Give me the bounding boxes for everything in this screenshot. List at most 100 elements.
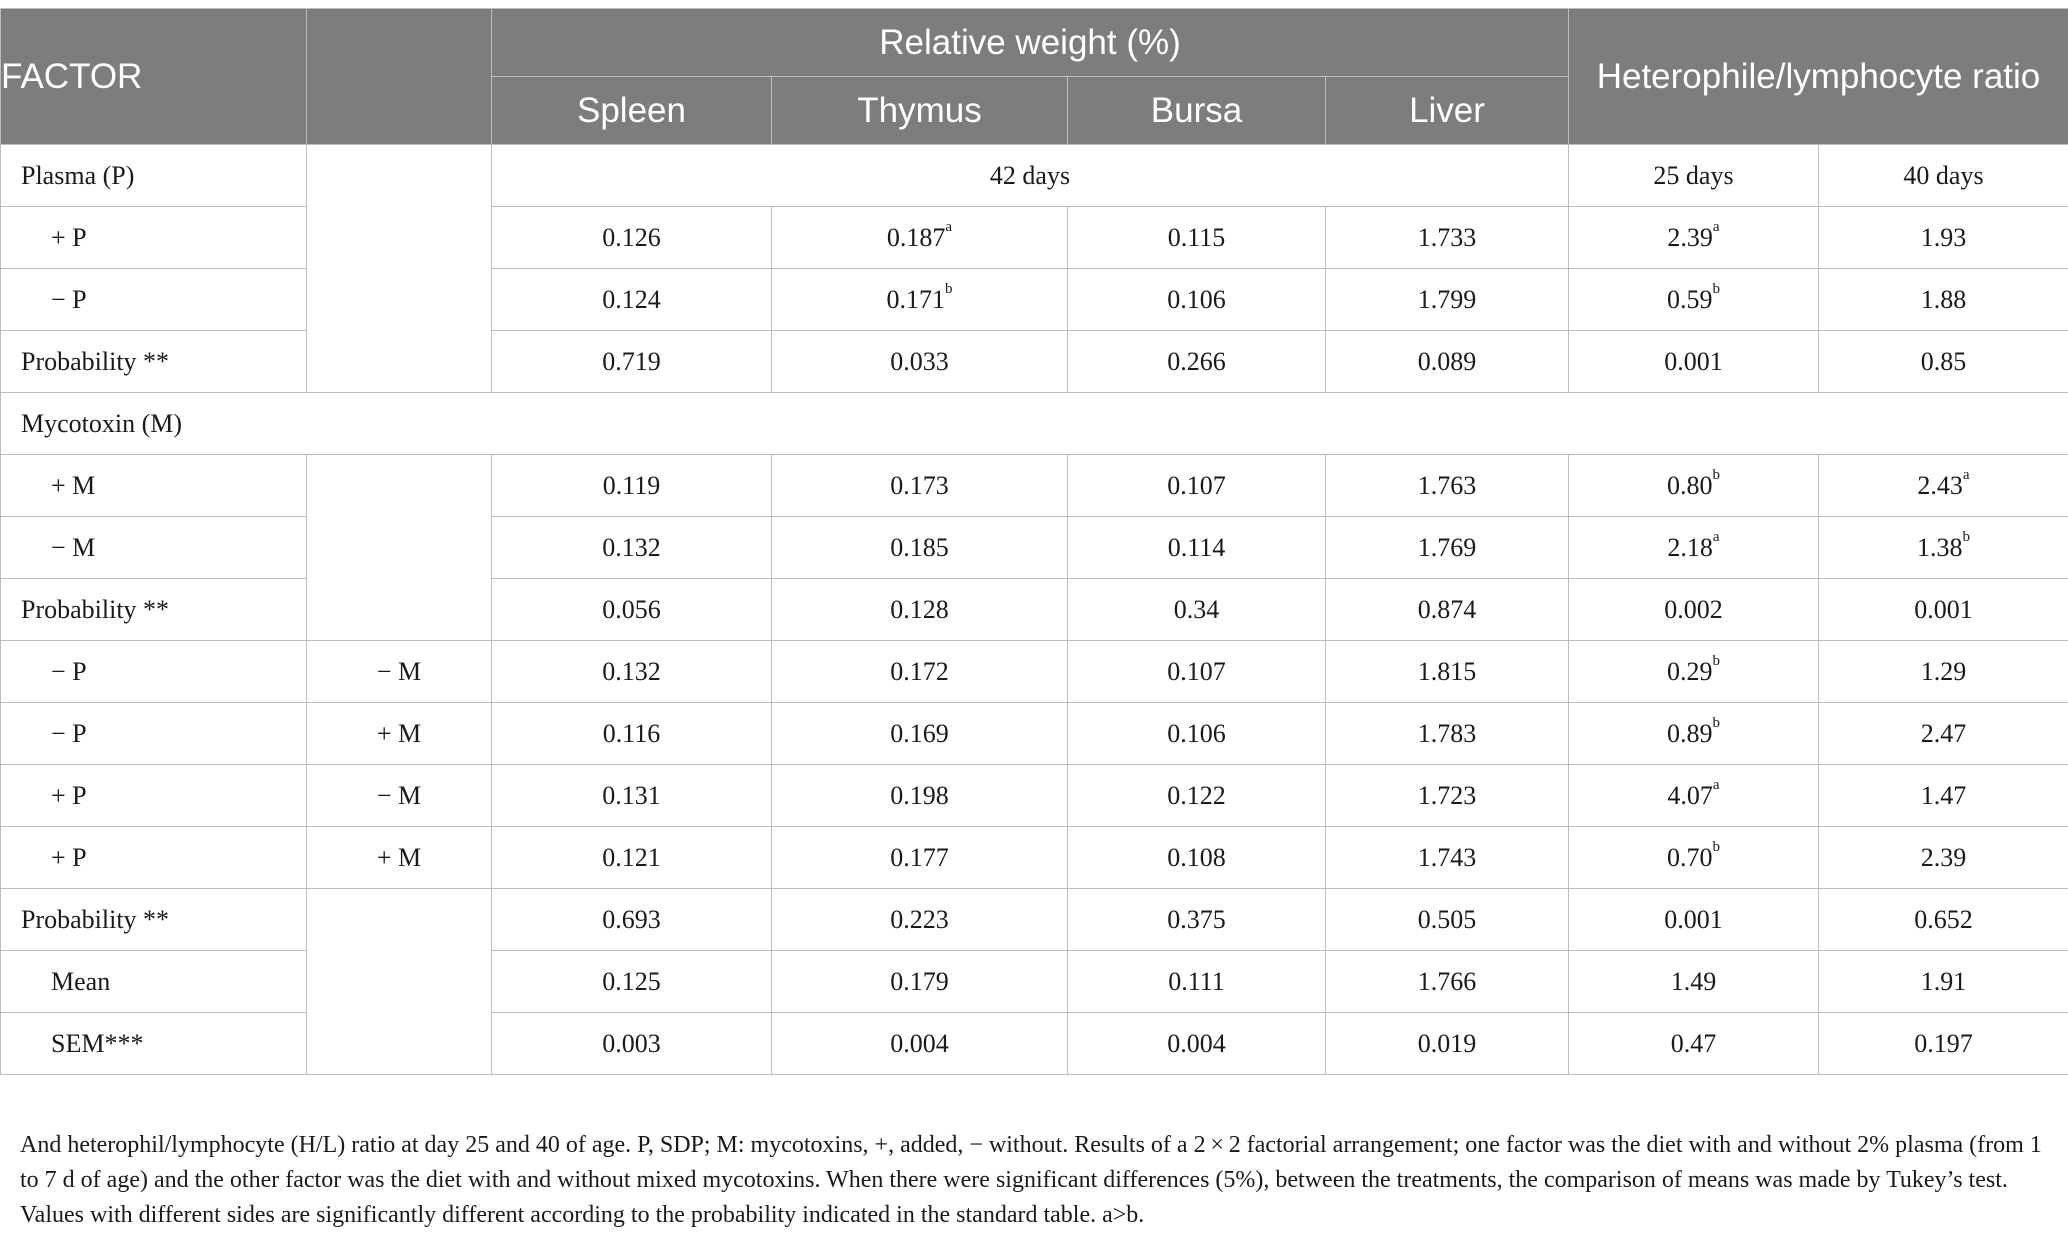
liver-cell: 1.799 [1325, 268, 1569, 331]
bursa-cell: 0.106 [1067, 268, 1326, 331]
liver-cell: 0.874 [1325, 578, 1569, 641]
liver-cell-value: 1.766 [1417, 966, 1477, 996]
bursa-cell-value: 0.114 [1167, 532, 1226, 562]
bursa-cell: 0.111 [1067, 950, 1326, 1013]
hl-25-days-cell: 0.001 [1568, 330, 1819, 393]
liver-cell-value: 1.815 [1417, 656, 1477, 686]
thymus-cell-value: 0.172 [890, 656, 949, 686]
header-row-2: Spleen Thymus Bursa Liver [1, 76, 2068, 145]
bursa-cell-value: 0.34 [1173, 594, 1220, 624]
hl-25-days-cell: 0.002 [1568, 578, 1819, 641]
table-row: + M 0.119 0.173 0.107 1.763 0.80b 2.43a [0, 454, 2068, 641]
hl-25-days-cell-superscript: b [1712, 652, 1721, 669]
hl-25-days-cell-value: 0.002 [1664, 594, 1723, 624]
hl-40-days-cell: 0.85 [1818, 330, 2068, 393]
liver-cell: 0.019 [1325, 1012, 1569, 1075]
thymus-cell-superscript: a [945, 218, 953, 235]
thymus-header: Thymus [771, 76, 1068, 145]
bursa-cell-value: 0.108 [1167, 842, 1226, 872]
row-sub-label: − M [306, 640, 492, 703]
liver-cell-value: 1.743 [1417, 842, 1477, 872]
bursa-cell-value: 0.106 [1167, 718, 1226, 748]
hl-40-days-cell-value: 1.29 [1920, 656, 1967, 686]
row-label-value: Probability ** [21, 904, 170, 934]
liver-cell: 1.769 [1325, 516, 1569, 579]
liver-cell: 1.766 [1325, 950, 1569, 1013]
liver-cell: 0.089 [1325, 330, 1569, 393]
hl-25-days-cell-value: 4.07 [1667, 780, 1713, 810]
table-row: Probability ** 0.719 0.033 0.266 0.089 0.001 0… [0, 330, 2068, 393]
hl-40-days-cell-superscript: b [1962, 528, 1971, 545]
hl-25-days-cell-value: 1.49 [1670, 966, 1717, 996]
spleen-cell: 0.132 [491, 640, 772, 703]
spleen-cell: 0.056 [491, 578, 772, 641]
bursa-cell-value: 0.122 [1167, 780, 1226, 810]
spleen-cell: 0.125 [491, 950, 772, 1013]
hl-40-days-cell-value: 0.197 [1914, 1028, 1973, 1058]
hl-25-days-cell: 0.89b [1568, 702, 1819, 765]
hl-25-days-cell-superscript: a [1712, 218, 1720, 235]
table-row: + P − M 0.131 0.198 0.122 1.723 4.07a 1.47 [0, 764, 2068, 827]
hl-40-days-cell: 2.39 [1818, 826, 2068, 889]
liver-cell-value: 0.019 [1417, 1028, 1477, 1058]
hl-40-days-cell: 2.47 [1818, 702, 2068, 765]
thymus-cell: 0.177 [771, 826, 1068, 889]
hl-25-days-cell-superscript: a [1712, 776, 1720, 793]
row-sub-label: + M [306, 702, 492, 765]
hl-40-days-cell: 1.29 [1818, 640, 2068, 703]
row-label: Probability ** [0, 578, 307, 641]
hl-25-days-cell-superscript: b [1712, 466, 1721, 483]
mycotoxin-section-label: Mycotoxin (M) [0, 392, 2068, 455]
thymus-cell: 0.223 [771, 888, 1068, 951]
thymus-cell: 0.033 [771, 330, 1068, 393]
row-sub-label: − M [306, 764, 492, 827]
row-sub-label-value: − M [376, 780, 422, 810]
spleen-cell-value: 0.125 [602, 966, 661, 996]
row-label: − P [0, 702, 307, 765]
period-42-days: 42 days [491, 144, 1569, 207]
hl-25-days-cell: 0.59b [1568, 268, 1819, 331]
bursa-cell-value: 0.004 [1167, 1028, 1226, 1058]
bursa-cell: 0.266 [1067, 330, 1326, 393]
liver-header: Liver [1325, 76, 1569, 145]
bursa-cell-value: 0.266 [1167, 346, 1226, 376]
hl-25-days-cell: 0.80b [1568, 454, 1819, 517]
row-label-value: SEM*** [51, 1028, 144, 1058]
spleen-cell: 0.693 [491, 888, 772, 951]
row-label-value: + P [51, 222, 87, 252]
thymus-cell: 0.187a [771, 206, 1068, 269]
thymus-cell: 0.128 [771, 578, 1068, 641]
hl-25-days-cell: 2.18a [1568, 516, 1819, 579]
hl-25-days-cell: 1.49 [1568, 950, 1819, 1013]
blank-cell [306, 454, 492, 641]
thymus-cell: 0.171b [771, 268, 1068, 331]
hl-40-days-cell: 1.38b [1818, 516, 2068, 579]
row-label-value: + P [51, 780, 87, 810]
hl-25-days-cell-value: 2.39 [1667, 222, 1713, 252]
hl-25-days-cell: 0.70b [1568, 826, 1819, 889]
plasma-section-label: Plasma (P) [0, 144, 307, 207]
hl-40-days-cell-value: 0.85 [1920, 346, 1967, 376]
table-caption: And heterophil/lymphocyte (H/L) ratio at… [20, 1132, 2042, 1228]
liver-cell-value: 1.723 [1417, 780, 1477, 810]
row-label: + P [0, 826, 307, 889]
hl-40-days-cell: 1.88 [1818, 268, 2068, 331]
hl-40-days-cell-value: 1.93 [1920, 222, 1967, 252]
hl-25-days-cell-value: 0.80 [1667, 470, 1713, 500]
spleen-cell-value: 0.124 [602, 284, 661, 314]
spleen-cell: 0.116 [491, 702, 772, 765]
hl-25-days-cell-value: 2.18 [1667, 532, 1713, 562]
liver-cell: 1.743 [1325, 826, 1569, 889]
liver-cell-value: 1.733 [1417, 222, 1477, 252]
bursa-cell-value: 0.115 [1167, 222, 1226, 252]
hl-25-days-cell: 4.07a [1568, 764, 1819, 827]
spleen-header: Spleen [491, 76, 772, 145]
row-label-value: Probability ** [21, 594, 170, 624]
row-label-value: + M [51, 470, 96, 500]
spleen-cell: 0.121 [491, 826, 772, 889]
table-row: − P − M 0.132 0.172 0.107 1.815 0.29b 1.29 [0, 640, 2068, 703]
row-label: SEM*** [0, 1012, 307, 1075]
thymus-cell: 0.179 [771, 950, 1068, 1013]
header-row-1: FACTOR Relative weight (%) Heterophile/l… [0, 8, 2068, 145]
hl-40-days-cell-value: 1.38 [1917, 532, 1963, 562]
